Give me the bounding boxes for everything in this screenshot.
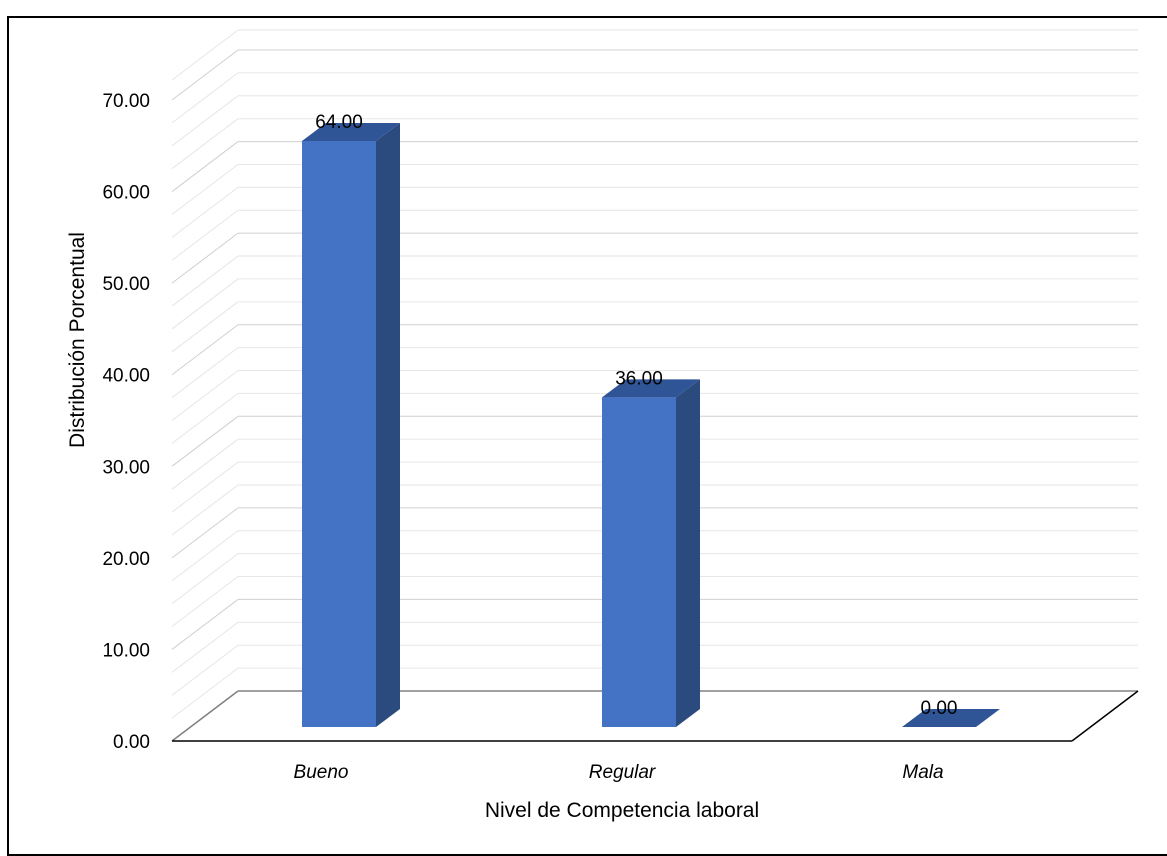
y-tick-label: 70.00 [102,91,150,112]
x-axis-title: Nivel de Competencia laboral [485,799,759,822]
bar-side [376,122,400,727]
gridline-major-side [171,324,239,376]
gridline-minor-side [171,461,239,513]
gridline-minor-side [171,530,239,582]
bar-top [902,709,1000,727]
gridline-major-side [171,415,239,467]
gridline-minor-side [171,576,239,627]
gridline-minor-side [171,301,239,353]
gridline-major-side [171,507,239,559]
data-label: 0.00 [921,698,958,719]
floor-left-edge [171,690,239,742]
data-label: 36.00 [615,368,663,389]
gridline-minor-side [171,553,239,605]
bar-front [602,397,676,727]
bar-top [302,122,400,141]
gridline-minor-side [171,29,239,81]
gridline-minor-side [171,164,239,215]
data-label: 64.00 [315,112,363,133]
y-tick-label: 10.00 [102,640,150,661]
x-tick-label: Mala [902,762,943,783]
y-axis-title: Distribución Porcentual [66,232,89,448]
y-tick-label: 30.00 [102,457,150,478]
gridline-minor-side [171,347,239,399]
gridline-major-side [171,232,239,284]
gridline-minor-side [171,392,239,444]
gridline-minor-side [171,621,239,673]
gridline-minor-side [171,118,239,170]
gridline-minor-side [171,95,239,147]
gridline-minor-side [171,209,239,261]
gridline-minor-side [171,484,239,536]
x-tick-label: Regular [589,762,656,783]
gridline-major-side [171,599,239,650]
x-tick-label: Bueno [294,762,349,783]
gridline-minor-side [171,667,239,719]
gridline-minor-side [171,438,239,490]
gridline-minor-side [171,278,239,330]
y-tick-label: 20.00 [102,549,150,570]
floor-right-edge [1071,690,1139,742]
y-tick-label: 40.00 [102,366,150,387]
gridline-major-side [171,49,239,101]
gridline-minor-side [171,186,239,238]
y-tick-label: 50.00 [102,274,150,295]
bar-side [676,379,700,727]
y-tick-label: 0.00 [113,732,150,753]
gridline-minor-side [171,370,239,421]
labels-layer: 64.00 Bueno 36.00 Regular 0.00 Mala [294,112,958,783]
bar-top [602,379,700,398]
y-tick-label: 60.00 [102,183,150,204]
gridline-major-side [171,141,239,192]
gridline-minor-side [171,72,239,124]
gridline-minor-side [171,644,239,696]
bar-front [302,140,376,727]
gridline-minor-side [171,255,239,307]
axis-layer: 0.00 10.00 20.00 30.00 40.00 50.00 60.00 70.00 [102,91,1139,753]
bars-layer [302,122,1000,727]
